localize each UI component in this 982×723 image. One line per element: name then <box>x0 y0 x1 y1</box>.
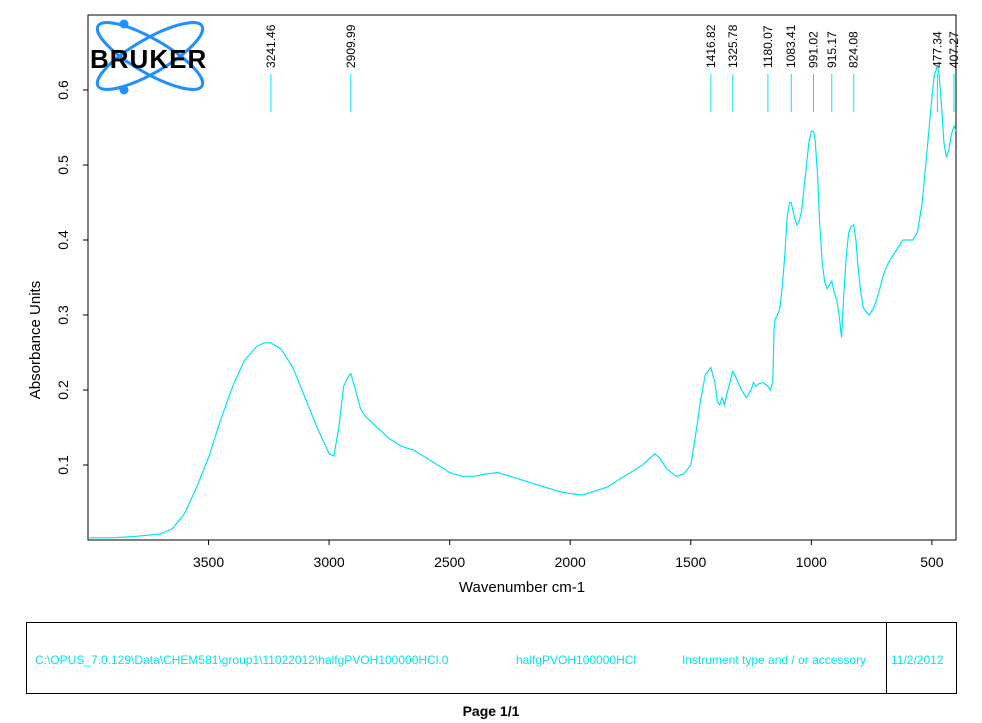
peak-label: 1180.07 <box>761 25 775 68</box>
x-tick-label: 3000 <box>314 554 345 570</box>
peak-label: 915.17 <box>825 31 839 68</box>
x-tick-label: 2000 <box>555 554 586 570</box>
peak-label: 1083.41 <box>784 24 798 68</box>
atom-orbit-icon <box>95 19 205 95</box>
absorbance-series-line <box>89 63 957 539</box>
y-tick-label: 0.2 <box>55 380 71 400</box>
x-tick-label: 3500 <box>193 554 224 570</box>
x-axis-title: Wavenumber cm-1 <box>459 579 585 596</box>
measurement-date: 11/2/2012 <box>891 653 944 667</box>
y-tick-label: 0.6 <box>55 80 71 100</box>
peak-label: 1325.78 <box>726 24 740 68</box>
y-axis-ticks: 0.1 0.2 0.3 0.4 0.5 0.6 <box>55 80 88 475</box>
peak-label: 407.27 <box>947 31 961 68</box>
logo-text: BRUKER <box>90 44 208 74</box>
instrument-type: Instrument type and / or accessory <box>682 653 867 667</box>
y-tick-label: 0.3 <box>55 305 71 325</box>
x-tick-label: 1000 <box>796 554 827 570</box>
peak-label: 2909.99 <box>344 24 358 68</box>
page-number: Page 1/1 <box>462 703 520 719</box>
x-tick-label: 1500 <box>675 554 706 570</box>
info-divider <box>886 623 887 693</box>
plot-frame <box>87 14 957 541</box>
spectrum-chart: 3241.46 2909.99 1416.82 1325.78 1180.07 1083.… <box>27 14 961 596</box>
y-tick-label: 0.5 <box>55 155 71 175</box>
peak-label: 3241.46 <box>264 24 278 68</box>
peak-label: 991.02 <box>806 31 820 68</box>
x-tick-label: 500 <box>920 554 944 570</box>
bruker-logo: BRUKER <box>86 16 242 96</box>
x-tick-label: 2500 <box>434 554 465 570</box>
y-axis-title: Absorbance Units <box>27 281 44 399</box>
file-path: C:\OPUS_7.0.129\Data\CHEM581\group1\1102… <box>35 653 449 667</box>
peak-label: 477.34 <box>930 31 944 68</box>
peak-label: 824.08 <box>847 31 861 68</box>
peak-markers: 3241.46 2909.99 1416.82 1325.78 1180.07 1083.… <box>264 24 961 112</box>
y-tick-label: 0.4 <box>55 230 71 250</box>
x-axis-ticks: 3500 3000 2500 2000 1500 1000 500 <box>193 540 944 570</box>
file-info-box: C:\OPUS_7.0.129\Data\CHEM581\group1\1102… <box>26 622 957 694</box>
peak-label: 1416.82 <box>704 24 718 68</box>
sample-name: halfgPVOH100000HCl <box>516 653 637 667</box>
y-tick-label: 0.1 <box>55 455 71 475</box>
